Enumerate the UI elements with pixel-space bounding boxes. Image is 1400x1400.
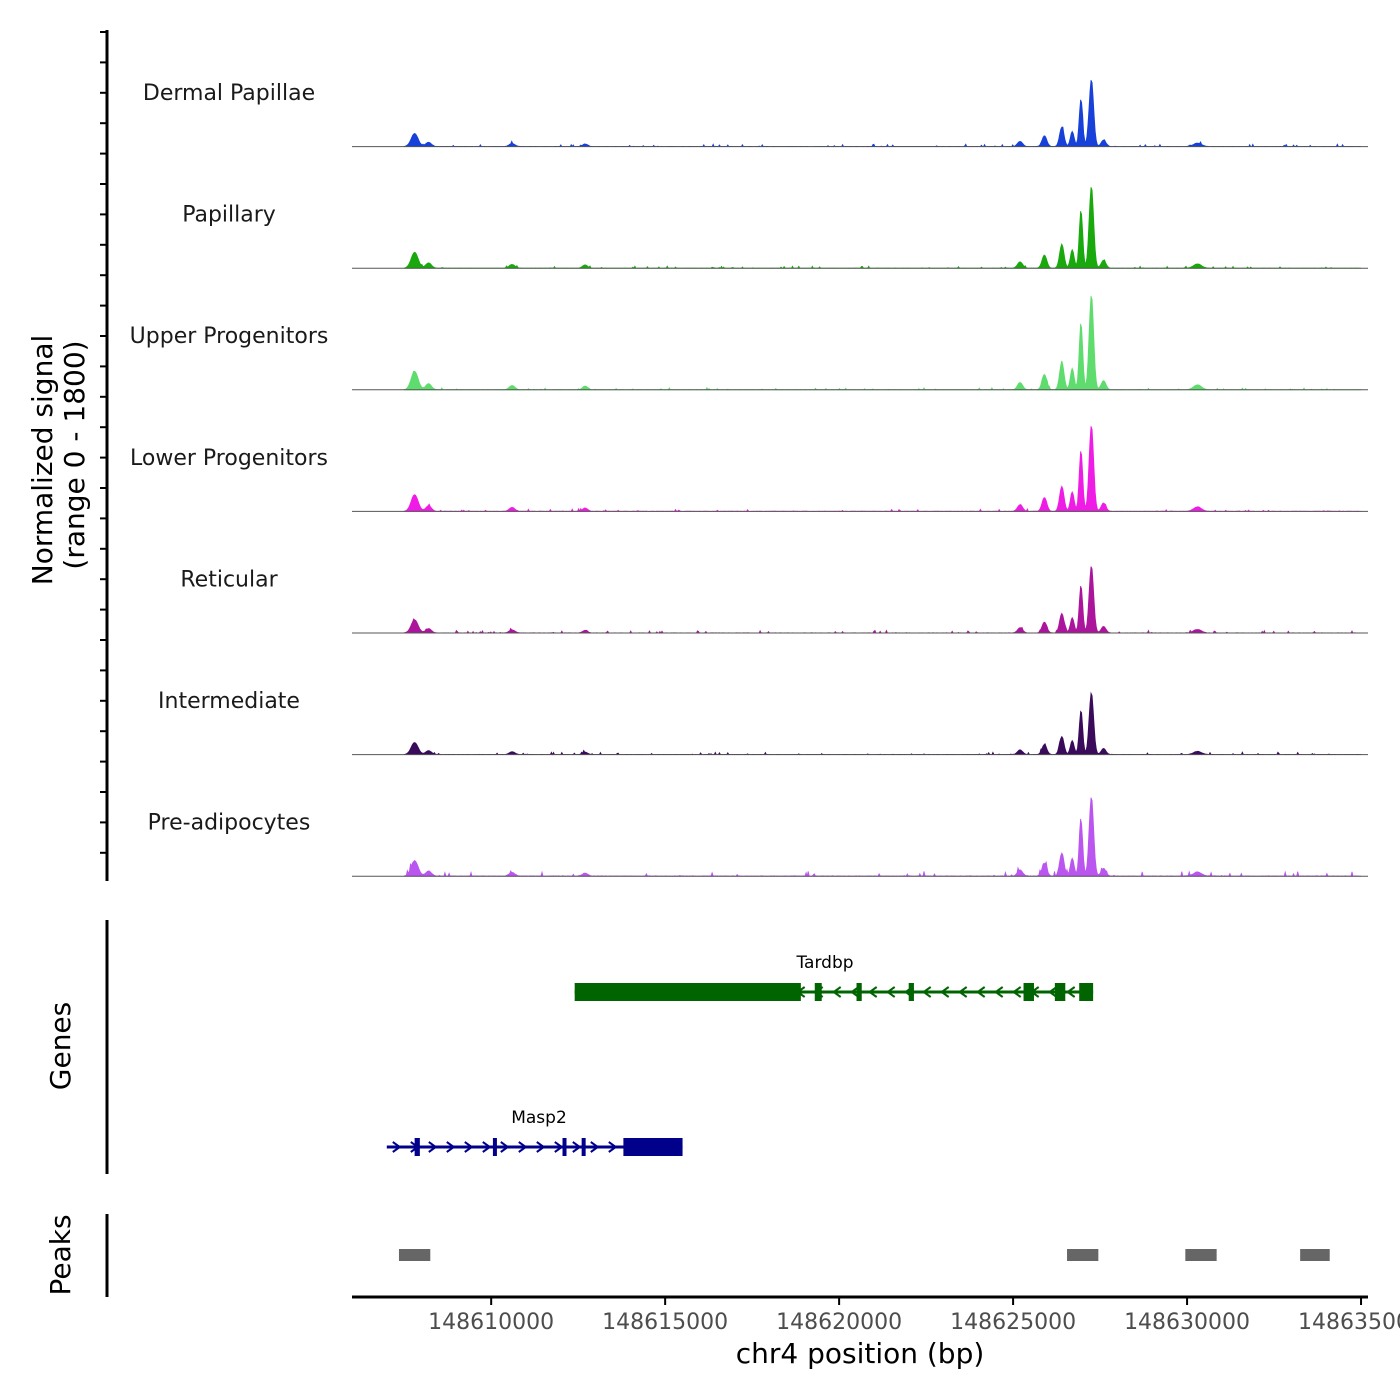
- strand-arrow: [849, 986, 860, 998]
- x-tick-label: 148625000: [950, 1310, 1076, 1335]
- genes-panel: Tardbp Masp2: [386, 953, 1094, 1156]
- track-label: Upper Progenitors: [130, 324, 329, 349]
- peak-region: [398, 1249, 431, 1261]
- gene-exon: [908, 983, 914, 1001]
- y-axis-title: Normalized signal: [26, 335, 59, 586]
- track-label: Pre-adipocytes: [148, 811, 311, 836]
- coverage-track: Lower Progenitors: [130, 426, 1368, 512]
- strand-arrow: [993, 986, 1004, 998]
- strand-arrow: [446, 1141, 456, 1153]
- x-tick-label: 148630000: [1124, 1310, 1250, 1335]
- coverage-area: [403, 79, 1362, 148]
- x-axis: 148610000 148615000 148620000 148625000 1486…: [352, 1295, 1400, 1335]
- strand-arrow: [500, 1141, 510, 1153]
- strand-arrow: [482, 1141, 492, 1153]
- x-tick-label: 148615000: [602, 1310, 728, 1335]
- peak-region: [1185, 1249, 1217, 1261]
- strand-arrow: [518, 1141, 528, 1153]
- strand-arrow: [939, 986, 950, 998]
- x-tick-label: 148610000: [428, 1310, 554, 1335]
- peaks-panel: [398, 1249, 1330, 1261]
- strand-arrow: [572, 1141, 582, 1153]
- gene-exon: [414, 1138, 420, 1156]
- coverage-area: [403, 566, 1362, 634]
- strand-arrow: [957, 986, 968, 998]
- gene-exon: [581, 1138, 586, 1156]
- strand-arrow: [831, 986, 842, 998]
- strand-arrow: [1065, 986, 1076, 998]
- coverage-tracks: Dermal Papillae Papillary Upper Progenitor…: [130, 79, 1368, 878]
- track-label: Dermal Papillae: [143, 81, 315, 106]
- coverage-track: Intermediate: [158, 689, 1368, 756]
- strand-arrow: [867, 986, 878, 998]
- strand-arrow: [536, 1141, 546, 1153]
- strand-arrow: [428, 1141, 438, 1153]
- track-label: Reticular: [180, 567, 278, 592]
- coverage-track: Papillary: [182, 187, 1368, 269]
- gene-exon: [492, 1138, 497, 1156]
- coverage-track: Dermal Papillae: [143, 79, 1368, 148]
- track-label: Intermediate: [158, 689, 300, 714]
- gene-exon: [814, 983, 822, 1001]
- coverage-track: Reticular: [180, 566, 1368, 634]
- coverage-area: [403, 426, 1361, 512]
- strand-arrow: [464, 1141, 474, 1153]
- strand-arrow: [554, 1141, 564, 1153]
- peaks-panel-title: Peaks: [44, 1214, 77, 1295]
- y-axis-range-label: (range 0 - 1800): [58, 340, 91, 569]
- coverage-area: [403, 797, 1362, 878]
- gene-label: Masp2: [511, 1108, 567, 1128]
- x-tick-label: 148620000: [776, 1310, 902, 1335]
- peak-region: [1067, 1249, 1099, 1261]
- strand-arrow: [392, 1141, 402, 1153]
- track-label: Lower Progenitors: [130, 446, 328, 471]
- gene-model: Tardbp: [574, 953, 1094, 1001]
- x-axis-title: chr4 position (bp): [736, 1337, 985, 1370]
- gene-model: Masp2: [386, 1108, 683, 1156]
- gene-exon: [623, 1138, 683, 1156]
- gene-exon: [574, 983, 801, 1001]
- peak-region: [1300, 1249, 1330, 1261]
- coverage-area: [403, 691, 1362, 756]
- strand-arrow: [921, 986, 932, 998]
- strand-arrow: [1047, 986, 1058, 998]
- strand-arrow: [975, 986, 986, 998]
- coverage-area: [403, 187, 1362, 269]
- x-tick-label: 148635000: [1298, 1310, 1400, 1335]
- coverage-track: Pre-adipocytes: [148, 797, 1368, 878]
- strand-arrow: [608, 1141, 618, 1153]
- genes-panel-title: Genes: [44, 1002, 77, 1090]
- strand-arrow: [590, 1141, 600, 1153]
- track-label: Papillary: [182, 203, 276, 228]
- gene-exon: [1054, 983, 1066, 1001]
- coverage-y-axis: [100, 30, 109, 881]
- coverage-track: Upper Progenitors: [130, 295, 1368, 391]
- gene-label: Tardbp: [795, 953, 853, 973]
- gene-exon: [1023, 983, 1034, 1001]
- gene-exon: [856, 983, 862, 1001]
- strand-arrow: [885, 986, 896, 998]
- strand-arrow: [1011, 986, 1022, 998]
- gene-exon: [1079, 983, 1094, 1001]
- gene-exon: [562, 1138, 567, 1156]
- coverage-area: [403, 295, 1362, 391]
